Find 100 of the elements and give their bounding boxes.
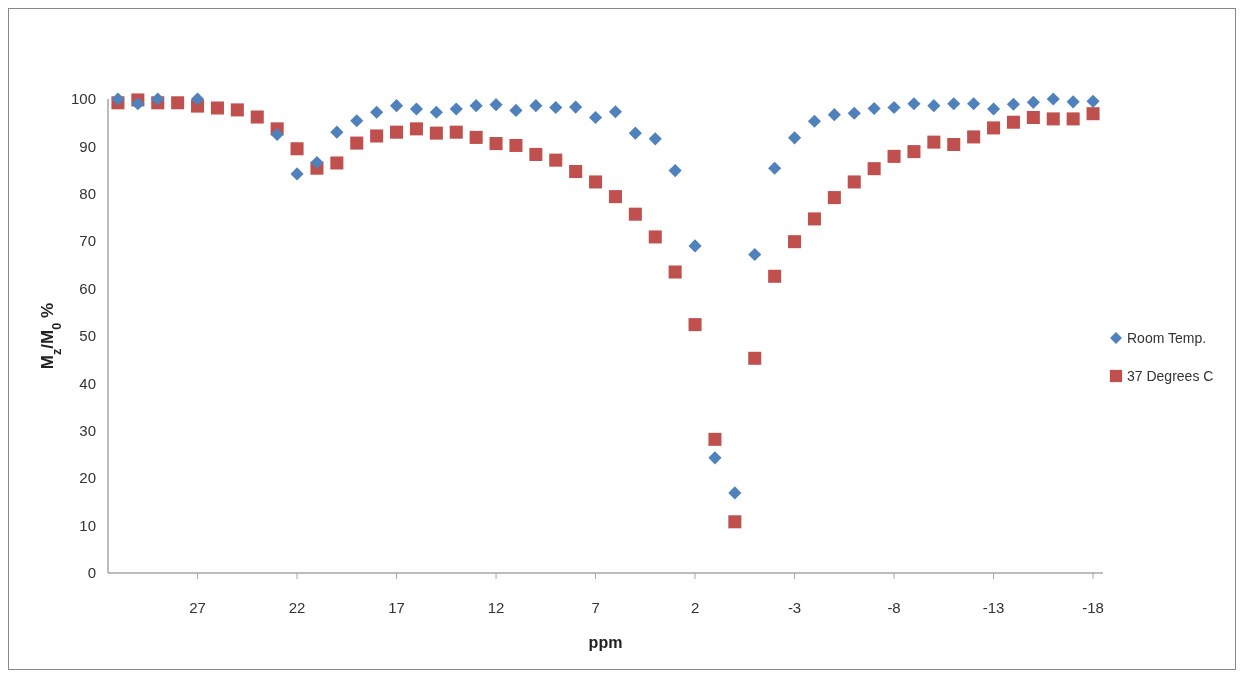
point — [588, 110, 603, 125]
point — [290, 142, 304, 156]
point — [628, 126, 642, 140]
x-tick-label: -8 — [887, 599, 901, 616]
point — [1066, 95, 1080, 109]
point — [489, 98, 503, 112]
point — [927, 135, 941, 149]
point — [608, 105, 623, 119]
point — [668, 265, 682, 279]
point — [947, 97, 961, 111]
x-axis-title: ppm — [588, 634, 623, 651]
point — [1006, 97, 1021, 111]
y-tick-label: 40 — [79, 374, 96, 392]
point — [529, 147, 543, 161]
x-tick-label: 2 — [690, 599, 700, 616]
point — [310, 155, 324, 170]
point — [449, 125, 463, 139]
point — [111, 92, 125, 106]
y-tick-label: 20 — [79, 469, 96, 487]
point — [967, 97, 981, 111]
point — [1006, 115, 1020, 129]
point — [151, 92, 165, 106]
point — [330, 125, 344, 139]
x-tick-label: -13 — [982, 599, 1005, 616]
legend-label: 37 Degrees C — [1127, 367, 1214, 384]
point — [509, 103, 523, 117]
point — [589, 175, 603, 189]
point — [787, 131, 802, 145]
x-tick-label: 12 — [487, 599, 505, 616]
point — [1026, 95, 1040, 109]
point — [370, 129, 384, 143]
point — [728, 486, 742, 500]
point — [628, 207, 642, 221]
point — [867, 101, 881, 116]
point — [827, 191, 841, 205]
point — [807, 114, 822, 128]
point — [887, 100, 901, 115]
point — [1046, 112, 1060, 126]
point — [350, 136, 364, 150]
point — [748, 351, 762, 365]
y-tick-label: 100 — [70, 90, 96, 108]
point — [409, 102, 424, 116]
point — [529, 99, 543, 113]
point — [210, 101, 224, 115]
point — [569, 165, 583, 179]
x-tick-label: -3 — [787, 599, 802, 616]
point — [389, 99, 404, 113]
point — [449, 102, 463, 116]
point — [648, 230, 662, 244]
point — [688, 239, 702, 253]
y-tick-label: 80 — [79, 185, 96, 203]
point — [250, 110, 264, 124]
point — [1066, 112, 1080, 126]
point — [867, 162, 881, 176]
point — [748, 247, 762, 262]
x-tick-label: 22 — [288, 599, 306, 616]
point — [768, 161, 782, 175]
point — [987, 121, 1001, 135]
point — [887, 149, 901, 163]
point — [190, 92, 205, 106]
point — [768, 269, 782, 283]
x-tick-label: 7 — [591, 599, 600, 616]
point — [469, 99, 483, 113]
point — [688, 318, 702, 332]
x-tick-label: 17 — [388, 599, 405, 616]
point — [330, 156, 344, 170]
point — [788, 235, 802, 249]
point — [350, 114, 364, 128]
y-tick-label: 90 — [79, 137, 96, 155]
point — [967, 130, 981, 144]
point — [569, 100, 583, 114]
y-tick-label: 30 — [79, 422, 96, 440]
point — [409, 122, 423, 136]
point — [1046, 92, 1060, 106]
x-tick-label: -18 — [1082, 599, 1104, 616]
y-tick-label: 70 — [79, 232, 96, 250]
point — [728, 515, 742, 529]
point — [847, 106, 861, 120]
point — [827, 108, 841, 122]
point — [847, 175, 861, 189]
point — [668, 164, 682, 178]
point — [370, 105, 384, 119]
point — [171, 96, 185, 110]
y-tick-label: 60 — [79, 279, 96, 297]
point — [509, 138, 523, 152]
point — [1026, 110, 1040, 125]
point — [947, 137, 961, 152]
point — [131, 97, 145, 111]
point — [549, 100, 563, 115]
point — [927, 99, 941, 113]
point — [1086, 107, 1100, 121]
point — [469, 130, 483, 144]
point — [390, 125, 404, 139]
point — [489, 137, 503, 151]
point — [907, 145, 921, 159]
point — [648, 132, 662, 146]
x-tick-label: 27 — [189, 599, 206, 616]
point — [230, 103, 244, 117]
point — [708, 451, 722, 465]
point — [807, 212, 821, 226]
